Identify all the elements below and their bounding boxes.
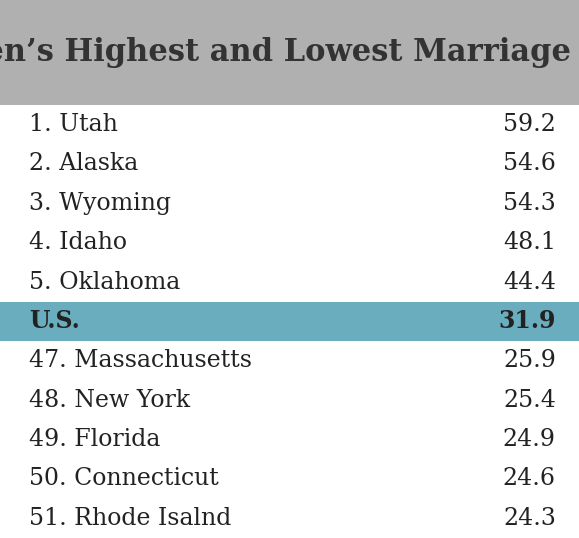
Text: 59.2: 59.2 bbox=[503, 113, 556, 136]
Bar bbox=[0, 459, 579, 499]
Text: 24.9: 24.9 bbox=[503, 428, 556, 451]
Bar bbox=[0, 263, 579, 302]
Text: 25.9: 25.9 bbox=[503, 349, 556, 372]
Bar bbox=[0, 144, 579, 183]
Bar bbox=[0, 302, 579, 341]
Text: 1. Utah: 1. Utah bbox=[29, 113, 118, 136]
Bar bbox=[0, 105, 579, 144]
Text: 51. Rhode Isalnd: 51. Rhode Isalnd bbox=[29, 507, 232, 530]
Polygon shape bbox=[177, 105, 252, 126]
Text: 54.6: 54.6 bbox=[503, 152, 556, 175]
Text: 24.3: 24.3 bbox=[503, 507, 556, 530]
Text: 48.1: 48.1 bbox=[503, 231, 556, 254]
Text: Women’s Highest and Lowest Marriage Rates: Women’s Highest and Lowest Marriage Rate… bbox=[0, 37, 579, 68]
Text: 5. Oklahoma: 5. Oklahoma bbox=[29, 271, 180, 294]
Bar bbox=[0, 341, 579, 380]
Text: 2. Alaska: 2. Alaska bbox=[29, 152, 138, 175]
Text: U.S.: U.S. bbox=[29, 309, 80, 334]
Text: 47. Massachusetts: 47. Massachusetts bbox=[29, 349, 252, 372]
Bar bbox=[0, 0, 579, 105]
Text: 31.9: 31.9 bbox=[499, 309, 556, 334]
Text: 49. Florida: 49. Florida bbox=[29, 428, 160, 451]
Text: 44.4: 44.4 bbox=[503, 271, 556, 294]
Text: 48. New York: 48. New York bbox=[29, 388, 190, 412]
Bar bbox=[0, 420, 579, 459]
Text: 54.3: 54.3 bbox=[503, 192, 556, 215]
Bar bbox=[0, 223, 579, 263]
Text: 25.4: 25.4 bbox=[503, 388, 556, 412]
Text: 4. Idaho: 4. Idaho bbox=[29, 231, 127, 254]
Bar bbox=[0, 499, 579, 538]
Bar bbox=[0, 183, 579, 223]
Text: 50. Connecticut: 50. Connecticut bbox=[29, 468, 219, 491]
Bar bbox=[0, 380, 579, 420]
Text: 3. Wyoming: 3. Wyoming bbox=[29, 192, 171, 215]
Text: 24.6: 24.6 bbox=[503, 468, 556, 491]
